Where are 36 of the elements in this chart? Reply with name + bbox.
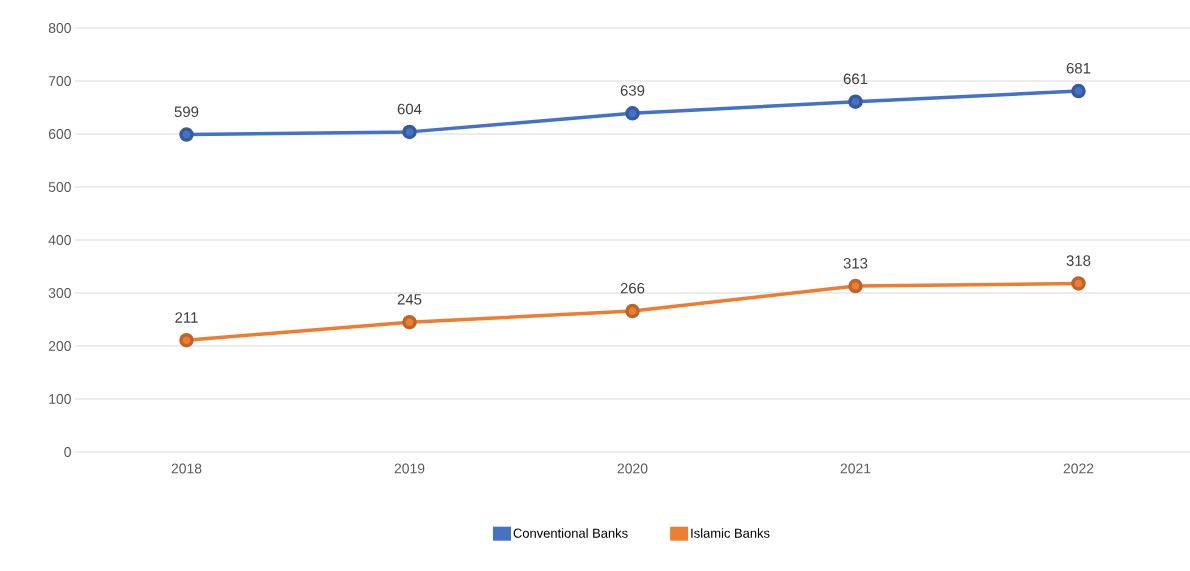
data-label: 313 <box>843 258 868 269</box>
y-tick-label: 300 <box>48 288 71 298</box>
legend-label: Islamic Banks <box>691 528 770 538</box>
data-label: 266 <box>620 282 645 294</box>
y-tick-label: 100 <box>49 394 71 404</box>
point <box>179 127 194 142</box>
legend-label: Conventional Banks <box>513 528 628 538</box>
point <box>625 106 640 121</box>
data-label: 639 <box>620 85 645 96</box>
y-tick-label: 0 <box>64 447 71 457</box>
point <box>1071 83 1086 99</box>
data-label: 604 <box>397 103 422 115</box>
point <box>402 124 417 140</box>
y-tick-label: 400 <box>48 235 71 245</box>
x-tick-label: 2019 <box>394 463 425 474</box>
point <box>1071 276 1086 291</box>
data-label: 681 <box>1066 62 1091 74</box>
y-tick-label: 800 <box>48 23 71 33</box>
x-tick-label: 2020 <box>617 463 648 474</box>
y-tick-label: 700 <box>48 76 71 86</box>
y-tick-label: 200 <box>48 341 71 351</box>
x-tick-label: 2022 <box>1063 463 1094 474</box>
data-label: 318 <box>1066 255 1091 266</box>
data-label: 599 <box>174 106 199 117</box>
point <box>848 94 863 109</box>
point <box>848 278 863 294</box>
x-tick-label: 2021 <box>840 463 871 474</box>
data-label: 661 <box>843 73 868 85</box>
point <box>402 314 417 330</box>
data-label: 245 <box>397 294 422 305</box>
y-tick-label: 500 <box>48 182 71 192</box>
point <box>625 303 640 319</box>
data-label: 211 <box>175 312 198 323</box>
y-tick-label: 600 <box>48 129 71 139</box>
point <box>179 332 194 348</box>
x-tick-label: 2018 <box>171 463 202 474</box>
